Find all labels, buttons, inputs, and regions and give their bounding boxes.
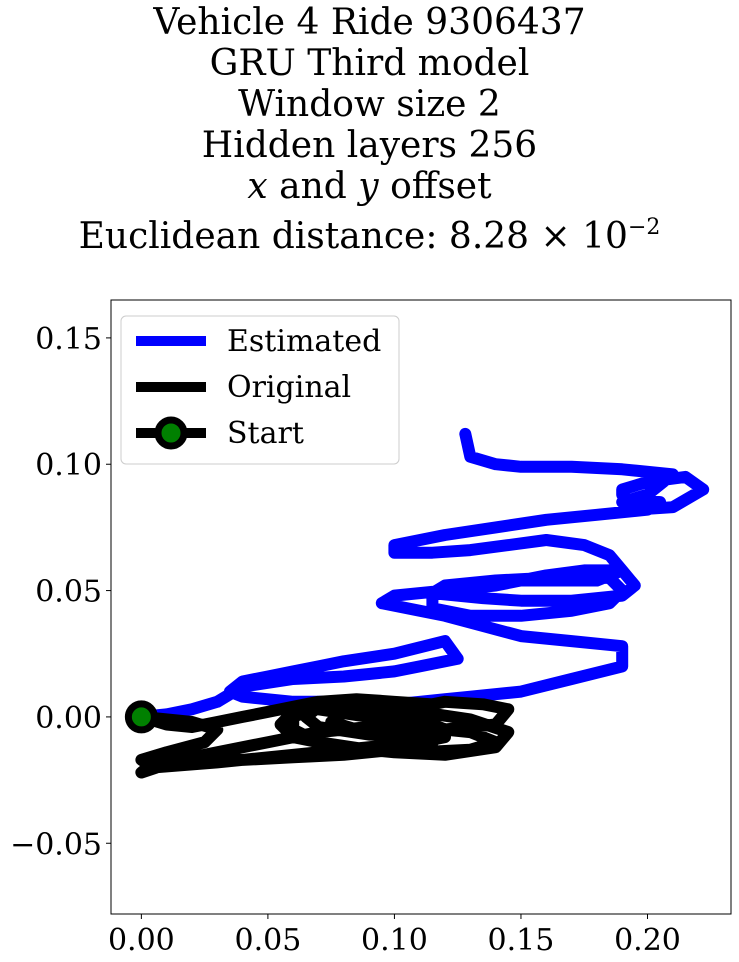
chart-title: Vehicle 4 Ride 9306437 GRU Third model W… <box>0 2 739 257</box>
title-line-2: GRU Third model <box>209 43 530 84</box>
title-line-3: Window size 2 <box>238 84 501 125</box>
plot-frame <box>110 299 732 915</box>
y-tick-label: 0.05 <box>35 575 102 610</box>
x-tick-label: 0.15 <box>488 923 555 958</box>
legend-original-label: Original <box>227 370 351 405</box>
title-line-1: Vehicle 4 Ride 9306437 <box>153 2 586 43</box>
legend-estimated-label: Estimated <box>227 324 381 359</box>
axis-layer: 0.00 0.05 0.10 0.15 0.20 −0.05 0.00 0.05 0.10 0.1… <box>10 322 681 958</box>
series-line-original <box>135 693 515 779</box>
title-line-5: x and y offset <box>0 166 739 207</box>
y-tick-label: 0.00 <box>35 701 102 736</box>
y-tick-label: 0.10 <box>35 448 102 483</box>
x-tick-label: 0.00 <box>108 923 175 958</box>
title-x-symbol: x <box>247 166 268 207</box>
x-tick-label: 0.20 <box>614 923 681 958</box>
title-y-symbol: y <box>358 166 379 207</box>
x-tick-label: 0.10 <box>361 923 428 958</box>
title-line-6: Euclidean distance: 8.28 × 10−2 <box>0 207 739 257</box>
x-tick-label: 0.05 <box>234 923 301 958</box>
legend-start-marker <box>154 416 188 450</box>
title-and-text: and <box>267 166 359 207</box>
series-line-estimated <box>135 427 710 723</box>
y-tick-label: −0.05 <box>10 827 102 862</box>
start-marker <box>124 700 158 734</box>
series-layer <box>124 427 710 779</box>
legend-box <box>120 315 400 465</box>
title-distance-exponent: −2 <box>627 215 661 240</box>
y-tick-label: 0.15 <box>35 322 102 357</box>
legend: Estimated Original Start <box>120 315 400 465</box>
title-offset-text: offset <box>378 166 492 207</box>
title-line-4: Hidden layers 256 <box>201 125 538 166</box>
legend-start-label: Start <box>227 416 304 451</box>
title-distance-text: Euclidean distance: 8.28 × 10 <box>78 216 628 257</box>
